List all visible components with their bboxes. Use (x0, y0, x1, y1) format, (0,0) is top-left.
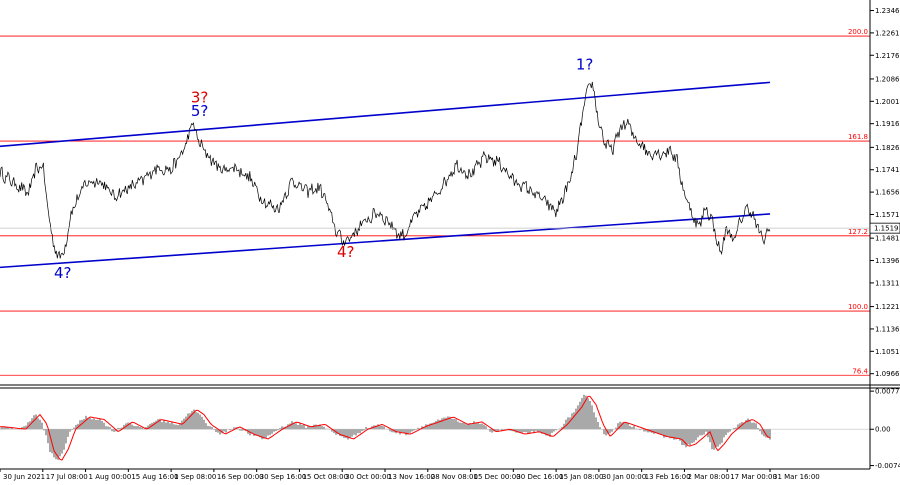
x-tick-label: 30 Oct 00:00 (345, 473, 391, 481)
y-tick-label: 1.1571 (875, 211, 900, 219)
fib-level-label: 76.4 (852, 367, 868, 375)
fib-level-label: 127.2 (848, 228, 868, 236)
osc-y-tick-label: 0.00 (875, 426, 891, 434)
x-tick-label: 31 Mar 16:00 (773, 473, 820, 481)
wave-label: 4? (337, 243, 355, 261)
current-price-box (869, 222, 900, 234)
x-tick-label: 30 Sep 16:00 (260, 473, 307, 481)
y-tick-label: 1.2001 (875, 98, 900, 106)
price-series (0, 81, 771, 259)
wave-label: 1? (576, 56, 594, 74)
fib-level-label: 100.0 (848, 303, 868, 311)
channel-lines (0, 81, 771, 269)
signal-line (0, 395, 771, 461)
x-tick-label: 17 Mar 00:00 (730, 473, 777, 481)
x-tick-label: 13 Nov 16:00 (388, 473, 435, 481)
x-tick-label: 30 Jun 2021 (3, 473, 45, 481)
y-tick-label: 1.1916 (875, 120, 900, 128)
y-tick-label: 1.1311 (875, 279, 900, 287)
x-tick-label: 15 Oct 08:00 (302, 473, 348, 481)
y-tick-label: 1.1481 (875, 235, 900, 243)
current-price-label: 1.1519 (874, 225, 899, 233)
x-tick-label: 16 Sep 00:00 (217, 473, 264, 481)
x-tick-label: 13 Feb 16:00 (645, 473, 691, 481)
x-tick-label: 30 Jan 00:00 (602, 473, 646, 481)
y-tick-label: 1.2176 (875, 52, 900, 60)
x-tick-label: 2 Mar 08:00 (687, 473, 729, 481)
wave-labels: 3?5? 4? 4? 1? (54, 56, 593, 282)
osc-y-tick-label: -0.0074 (875, 462, 900, 470)
x-tick-label: 1 Aug 00:00 (89, 473, 132, 481)
osc-y-tick-label: 0.00776 (875, 388, 900, 396)
y-tick-label: 1.0966 (875, 370, 900, 378)
wave-label: 5? (191, 102, 209, 120)
x-tick-label: 28 Nov 08:00 (431, 473, 478, 481)
price-line (0, 81, 771, 259)
y-tick-label: 1.2346 (875, 7, 900, 15)
y-tick-label: 1.2261 (875, 29, 900, 37)
fib-level-label: 161.8 (848, 133, 868, 141)
y-tick-label: 1.2086 (875, 75, 900, 83)
y-tick-label: 1.1136 (875, 325, 900, 333)
fibonacci-levels: 200.0 161.8 127.2 100.0 76.4 (0, 28, 870, 376)
lower-channel-line (0, 213, 771, 269)
x-tick-label: 15 Dec 00:00 (474, 473, 521, 481)
wave-label: 3? (191, 88, 209, 106)
wave-label: 4? (54, 264, 72, 282)
y-tick-label: 1.1221 (875, 303, 900, 311)
y-tick-label: 1.1396 (875, 257, 900, 265)
y-tick-label: 1.1051 (875, 348, 900, 356)
oscillator-pane (0, 394, 870, 461)
x-tick-label: 15 Aug 16:00 (131, 473, 178, 481)
upper-channel-line (0, 81, 771, 148)
x-tick-label: 30 Dec 16:00 (516, 473, 563, 481)
x-tick-label: 15 Jan 08:00 (559, 473, 603, 481)
x-tick-label: 1 Sep 08:00 (174, 473, 216, 481)
fib-level-label: 200.0 (848, 28, 868, 36)
y-tick-label: 1.1826 (875, 144, 900, 152)
y-tick-label: 1.1741 (875, 166, 900, 174)
y-tick-label: 1.1656 (875, 189, 900, 197)
x-tick-label: 17 Jul 08:00 (46, 473, 88, 481)
